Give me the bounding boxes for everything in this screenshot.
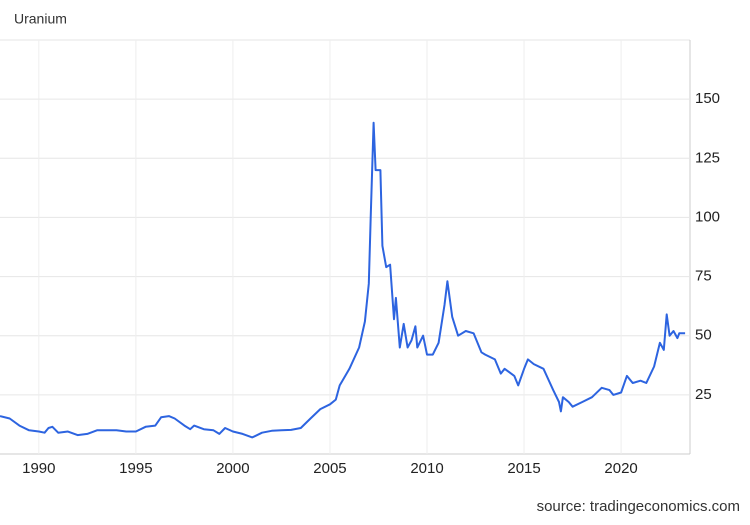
y-tick-label: 50 — [695, 327, 712, 344]
x-tick-label: 1990 — [22, 460, 55, 477]
x-tick-label: 1995 — [119, 460, 152, 477]
y-tick-label: 125 — [695, 149, 720, 166]
y-tick-label: 100 — [695, 208, 720, 225]
x-tick-label: 2010 — [410, 460, 443, 477]
chart-title: Uranium — [14, 11, 67, 27]
x-tick-label: 2015 — [507, 460, 540, 477]
source: source: tradingeconomics.com — [537, 498, 740, 515]
y-tick-label: 75 — [695, 268, 712, 285]
y-tick-label: 150 — [695, 90, 720, 107]
x-tick-label: 2005 — [313, 460, 346, 477]
x-tick-label: 2000 — [216, 460, 249, 477]
line — [0, 121, 686, 439]
x-tick-label: 2020 — [604, 460, 637, 477]
y-tick-label: 25 — [695, 386, 712, 403]
